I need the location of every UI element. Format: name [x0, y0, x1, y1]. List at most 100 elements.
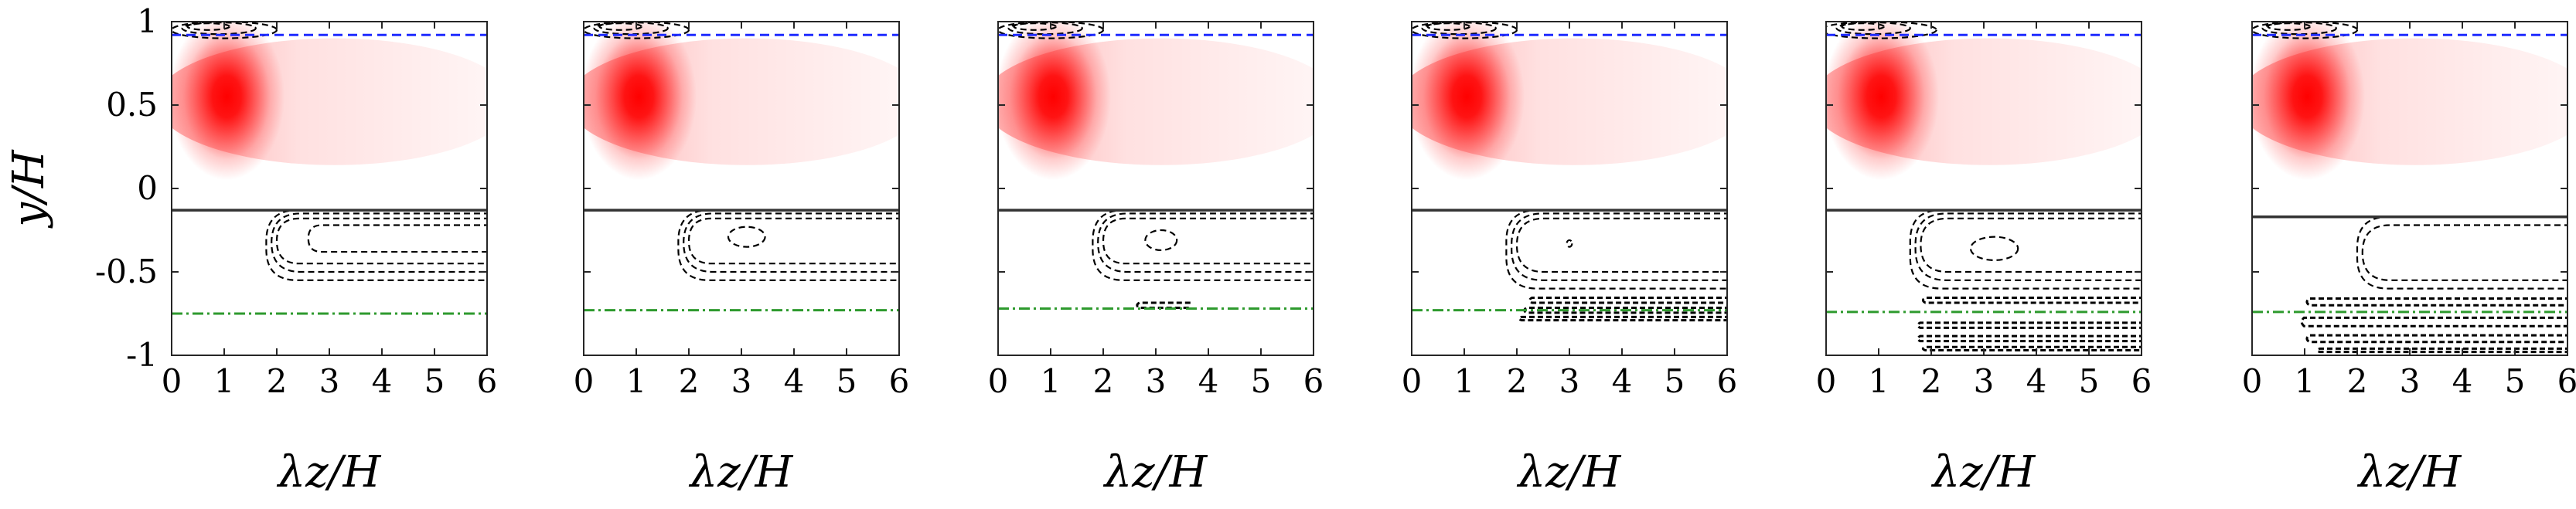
panel-plot-area	[1412, 22, 1727, 322]
x-axis-label: λz/H	[1517, 447, 1622, 497]
x-axis-label: λz/H	[1931, 447, 2036, 497]
lower-contour-2	[1511, 212, 1727, 281]
near-wall-contour-2	[2300, 316, 2567, 327]
x-tick-label: 5	[424, 362, 445, 400]
x-tick-label: 0	[988, 362, 1009, 400]
upper-contour-2	[1835, 22, 1911, 36]
upper-contour-2	[1007, 22, 1083, 36]
upper-contour-1	[1412, 22, 1518, 39]
near-wall-contour-2	[1917, 321, 2142, 329]
lower-contour-1	[1909, 209, 2142, 290]
lower-contour-4	[307, 224, 487, 253]
x-tick-label: 0	[1402, 362, 1423, 400]
upper-contour-1	[584, 22, 690, 39]
lower-contour-2	[2361, 224, 2567, 281]
inner-contour-1	[727, 226, 766, 248]
lower-contour-1	[677, 209, 899, 281]
lower-contour-1	[2356, 215, 2567, 290]
near-wall-contour-1	[1528, 296, 1727, 304]
upper-contour-1	[998, 22, 1105, 39]
lower-contour-1	[1505, 209, 1727, 290]
x-tick-label: 1	[214, 362, 235, 400]
x-tick-label: 4	[1198, 362, 1219, 400]
lower-contour-3	[275, 217, 487, 265]
lower-contour-1	[265, 209, 487, 281]
upper-contour-2	[593, 22, 669, 36]
x-tick-label: 6	[1717, 362, 1738, 400]
x-tick-label: 0	[574, 362, 595, 400]
near-wall-contour-3	[1917, 334, 2142, 343]
x-tick-label: 6	[2131, 362, 2152, 400]
panel-4: 0 1 2 3 4 5 6 λz/H	[1402, 21, 1738, 497]
lower-contour-2	[1097, 212, 1314, 273]
x-tick-label: 2	[2347, 362, 2368, 400]
x-tick-label: 2	[679, 362, 700, 400]
heat-core	[2252, 22, 2366, 181]
heat-core	[172, 22, 285, 181]
x-axis-label: λz/H	[2357, 447, 2462, 497]
x-axis-label: λz/H	[1103, 447, 1208, 497]
near-wall-contour-3	[2305, 334, 2567, 344]
panel-plot-area	[584, 22, 899, 312]
x-tick-label: 3	[319, 362, 340, 400]
x-tick-label: 4	[372, 362, 393, 400]
near-wall-contour-4	[2316, 347, 2567, 354]
x-tick-label: 6	[1303, 362, 1324, 400]
panel-3: 0 1 2 3 4 5 6 λz/H	[988, 21, 1324, 497]
inner-contour-1	[1566, 239, 1573, 248]
x-tick-label: 3	[2400, 362, 2421, 400]
x-tick-label: 4	[1612, 362, 1633, 400]
upper-contour-2	[1421, 22, 1497, 36]
x-tick-label: 5	[2079, 362, 2100, 400]
panel-plot-area	[172, 22, 487, 315]
upper-contour-2	[181, 22, 257, 36]
panel-plot-area	[998, 22, 1314, 310]
y-axis-label: y/H	[4, 149, 54, 229]
x-tick-label: 2	[1507, 362, 1528, 400]
heat-core	[1412, 22, 1525, 181]
x-axis-label: λz/H	[689, 447, 794, 497]
upper-contour-1	[1826, 22, 1937, 39]
y-tick-label: 1	[137, 2, 158, 40]
y-tick-label: 0.5	[106, 86, 158, 124]
heat-core	[998, 22, 1112, 181]
x-tick-label: 1	[2295, 362, 2315, 400]
upper-contour-1	[172, 22, 278, 39]
y-tick-label: -1	[126, 336, 158, 374]
x-tick-label: 5	[2505, 362, 2526, 400]
x-tick-label: 5	[1251, 362, 1272, 400]
lower-contour-2	[1914, 212, 2142, 281]
near-wall-contour-1	[1136, 301, 1191, 309]
inner-contour-1	[1144, 229, 1178, 252]
x-tick-label: 1	[1041, 362, 1061, 400]
x-tick-label: 3	[1974, 362, 1995, 400]
heat-core	[1826, 22, 1940, 181]
x-tick-label: 1	[1454, 362, 1475, 400]
x-tick-label: 0	[1816, 362, 1837, 400]
x-tick-label: 4	[784, 362, 805, 400]
lower-contour-1	[1092, 209, 1314, 281]
x-tick-label: 5	[837, 362, 857, 400]
y-tick-label: 0	[137, 169, 158, 207]
x-tick-label: 2	[267, 362, 288, 400]
panel-5: 0 1 2 3 4 5 6 λz/H	[1816, 21, 2152, 497]
x-tick-label: 5	[1665, 362, 1685, 400]
upper-contour-3	[598, 22, 642, 31]
panel-1: 0 1 2 3 4 5 610.50-0.5-1λz/H	[95, 2, 498, 497]
lower-contour-2	[271, 212, 487, 273]
upper-contour-3	[1426, 22, 1470, 31]
upper-contour-3	[2267, 22, 2311, 31]
near-wall-contour-1	[2305, 297, 2567, 307]
x-tick-label: 3	[1146, 362, 1167, 400]
panel-plot-area	[2252, 22, 2567, 354]
x-tick-label: 6	[2557, 362, 2576, 400]
inner-contour-1	[1969, 236, 2019, 261]
near-wall-contour-1	[1921, 296, 2142, 304]
y-tick-label: -0.5	[95, 253, 158, 290]
x-tick-label: 6	[477, 362, 498, 400]
x-tick-label: 1	[1869, 362, 1889, 400]
x-tick-label: 4	[2026, 362, 2047, 400]
x-tick-label: 0	[2242, 362, 2263, 400]
panel-6: 0 1 2 3 4 5 6 λz/H	[2242, 21, 2576, 497]
